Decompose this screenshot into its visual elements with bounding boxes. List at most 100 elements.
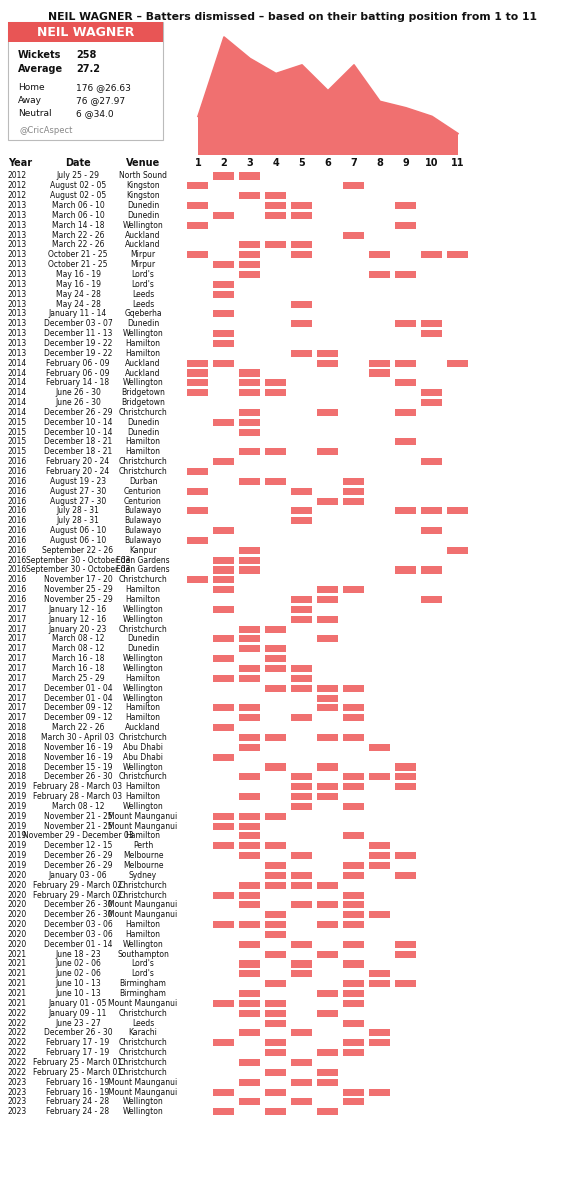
Text: 2013: 2013	[8, 319, 28, 329]
Bar	[317, 882, 338, 889]
Text: February 14 - 18: February 14 - 18	[46, 378, 110, 388]
Bar	[265, 1049, 286, 1056]
Bar	[291, 803, 312, 810]
Text: 2014: 2014	[8, 408, 28, 416]
Bar	[239, 271, 260, 278]
Bar	[395, 438, 416, 445]
Text: Kanpur: Kanpur	[130, 546, 156, 554]
Bar	[369, 1088, 390, 1096]
Text: 2023: 2023	[8, 1078, 28, 1087]
Bar	[239, 1030, 260, 1037]
Text: 2016: 2016	[8, 497, 28, 505]
Bar	[291, 1030, 312, 1037]
Bar	[265, 449, 286, 455]
Text: 2016: 2016	[8, 575, 28, 584]
Bar	[239, 1079, 260, 1086]
Text: 2017: 2017	[8, 664, 28, 673]
Bar	[343, 182, 364, 190]
Bar	[265, 882, 286, 889]
Bar	[213, 173, 234, 180]
Text: Away: Away	[18, 96, 42, 104]
Text: Hamilton: Hamilton	[125, 703, 161, 713]
Bar	[239, 665, 260, 672]
Text: March 25 - 29: March 25 - 29	[52, 674, 104, 683]
Bar	[213, 576, 234, 583]
Text: Hamilton: Hamilton	[125, 586, 161, 594]
Bar	[265, 812, 286, 820]
Bar	[213, 822, 234, 829]
Bar	[317, 950, 338, 958]
Text: December 01 - 14: December 01 - 14	[44, 940, 113, 949]
Bar	[343, 1098, 364, 1105]
Text: 2016: 2016	[8, 467, 28, 476]
Bar	[213, 340, 234, 347]
Text: March 22 - 26: March 22 - 26	[52, 230, 104, 240]
Bar	[291, 251, 312, 258]
Text: Wellington: Wellington	[122, 694, 163, 702]
Bar	[213, 262, 234, 268]
Text: December 09 - 12: December 09 - 12	[44, 703, 113, 713]
Text: 2017: 2017	[8, 635, 28, 643]
Text: Wellington: Wellington	[122, 605, 163, 614]
Bar	[369, 911, 390, 918]
Bar	[343, 990, 364, 997]
Bar	[265, 625, 286, 632]
Text: Hamilton: Hamilton	[125, 674, 161, 683]
Bar	[395, 271, 416, 278]
Text: March 22 - 26: March 22 - 26	[52, 724, 104, 732]
Text: Auckland: Auckland	[125, 230, 161, 240]
Text: Karachi: Karachi	[128, 1028, 158, 1038]
Bar	[317, 449, 338, 455]
Text: 2012: 2012	[8, 181, 27, 191]
Bar	[291, 960, 312, 967]
Text: 2015: 2015	[8, 427, 28, 437]
Text: Dunedin: Dunedin	[127, 202, 159, 210]
Bar	[187, 508, 208, 515]
Text: March 16 - 18: March 16 - 18	[52, 664, 104, 673]
Text: 2020: 2020	[8, 890, 28, 900]
Bar	[239, 370, 260, 377]
Bar	[369, 862, 390, 869]
Text: July 25 - 29: July 25 - 29	[56, 172, 100, 180]
Bar	[213, 1109, 234, 1115]
Text: Melbourne: Melbourne	[122, 851, 163, 860]
Text: Lord's: Lord's	[132, 280, 155, 289]
Bar	[239, 241, 260, 248]
Bar	[291, 872, 312, 878]
Bar	[239, 990, 260, 997]
Bar	[213, 812, 234, 820]
Text: 2023: 2023	[8, 1108, 28, 1116]
Text: 2016: 2016	[8, 526, 28, 535]
Text: 2018: 2018	[8, 752, 27, 762]
Text: Dunedin: Dunedin	[127, 635, 159, 643]
Bar	[239, 636, 260, 642]
Bar	[213, 724, 234, 731]
Bar	[395, 852, 416, 859]
Bar	[239, 547, 260, 554]
Text: Wellington: Wellington	[122, 762, 163, 772]
Bar	[8, 22, 163, 42]
Bar	[265, 379, 286, 386]
Text: Hamilton: Hamilton	[125, 349, 161, 358]
Text: Christchurch: Christchurch	[118, 1038, 168, 1048]
Text: December 26 - 30: December 26 - 30	[44, 773, 113, 781]
Text: 2021: 2021	[8, 979, 27, 988]
Text: 2016: 2016	[8, 536, 28, 545]
Text: January 20 - 23: January 20 - 23	[49, 624, 107, 634]
Bar	[239, 822, 260, 829]
Bar	[265, 1009, 286, 1016]
Text: NEIL WAGNER – Batters dismissed – based on their batting position from 1 to 11: NEIL WAGNER – Batters dismissed – based …	[49, 12, 537, 22]
Text: Year: Year	[8, 158, 32, 168]
Text: September 30 - October 03: September 30 - October 03	[26, 556, 130, 565]
Text: 2016: 2016	[8, 586, 28, 594]
Bar	[317, 360, 338, 367]
Text: Birmingham: Birmingham	[120, 979, 166, 988]
Text: 2013: 2013	[8, 300, 28, 308]
Bar	[291, 517, 312, 524]
Text: February 25 - March 01: February 25 - March 01	[33, 1058, 122, 1067]
Text: 6 @34.0: 6 @34.0	[76, 109, 114, 118]
Text: NEIL WAGNER: NEIL WAGNER	[37, 25, 134, 38]
Text: 5: 5	[299, 158, 305, 168]
Bar	[239, 744, 260, 751]
Text: February 24 - 28: February 24 - 28	[46, 1098, 110, 1106]
